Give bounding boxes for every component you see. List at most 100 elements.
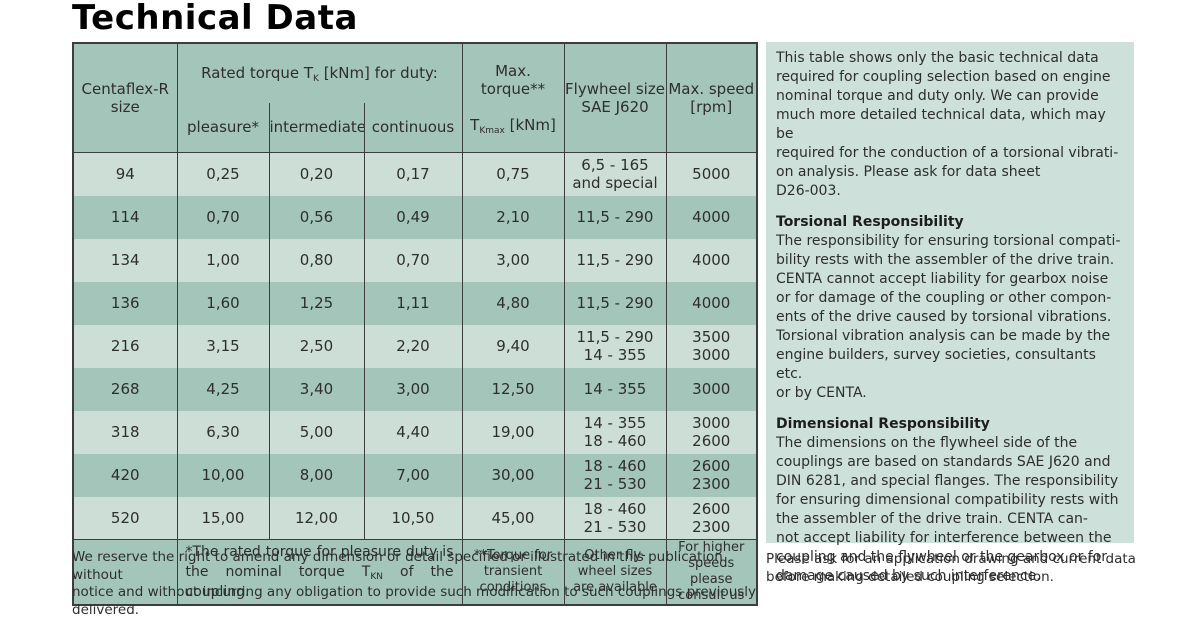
cell-size: 134 — [72, 238, 177, 282]
cell-intermediate: 0,56 — [268, 195, 364, 239]
cell-max-torque: 12,50 — [461, 367, 564, 411]
application-drawing-note: Please ask for an application drawing an… — [766, 551, 1136, 585]
cell-continuous: 0,17 — [363, 152, 462, 196]
table-row: 114 0,70 0,56 0,49 2,10 11,5 - 290 4000 — [72, 195, 757, 239]
footnote-higher-speeds: For higher speeds please consult us — [665, 539, 757, 605]
cell-speed: 4000 — [665, 281, 757, 325]
table-row: 520 15,00 12,00 10,50 45,00 18 - 460 21 … — [72, 496, 757, 540]
cell-intermediate: 1,25 — [268, 281, 364, 325]
header-continuous: continuous — [363, 102, 462, 153]
cell-pleasure: 3,15 — [176, 324, 269, 368]
cell-intermediate: 0,20 — [268, 152, 364, 196]
cell-pleasure: 1,00 — [176, 238, 269, 282]
cell-size: 136 — [72, 281, 177, 325]
cell-size: 520 — [72, 496, 177, 540]
table-footnotes: *The rated torque for pleasure duty is t… — [72, 539, 757, 605]
cell-size: 114 — [72, 195, 177, 239]
max-torque-line2: TKmax [kNm] — [463, 116, 564, 136]
cell-flywheel: 18 - 460 21 - 530 — [563, 453, 666, 497]
cell-continuous: 10,50 — [363, 496, 462, 540]
page-title: Technical Data — [72, 0, 358, 38]
rated-torque-unit: [kNm] for duty: — [318, 64, 438, 83]
header-max-torque: Max. torque** TKmax [kNm] — [461, 43, 564, 153]
cell-flywheel: 14 - 355 18 - 460 — [563, 410, 666, 454]
cell-flywheel: 14 - 355 — [563, 367, 666, 411]
cell-speed: 4000 — [665, 238, 757, 282]
cell-max-torque: 0,75 — [461, 152, 564, 196]
reservation-note: We reserve the right to amend any dimens… — [72, 549, 757, 618]
header-size: Centaflex-R size — [72, 43, 177, 153]
cell-intermediate: 0,80 — [268, 238, 364, 282]
cell-speed: 3500 3000 — [665, 324, 757, 368]
table-row: 216 3,15 2,50 2,20 9,40 11,5 - 290 14 - … — [72, 324, 757, 368]
cell-intermediate: 8,00 — [268, 453, 364, 497]
cell-pleasure: 0,25 — [176, 152, 269, 196]
torsional-responsibility-paragraph: The responsibility for ensuring torsiona… — [776, 233, 1121, 401]
cell-size: 420 — [72, 453, 177, 497]
footnote-subscript: KN — [370, 572, 383, 582]
cell-size: 268 — [72, 367, 177, 411]
cell-speed: 2600 2300 — [665, 453, 757, 497]
cell-flywheel: 11,5 - 290 — [563, 281, 666, 325]
table-row: 268 4,25 3,40 3,00 12,50 14 - 355 3000 — [72, 367, 757, 411]
header-speed: Max. speed [rpm] — [665, 43, 757, 153]
info-panel: This table shows only the basic technica… — [766, 42, 1134, 584]
cell-pleasure: 1,60 — [176, 281, 269, 325]
footnote-flywheel-sizes: Other fly- wheel sizes are available — [563, 539, 666, 605]
header-intermediate: intermediate — [268, 102, 364, 153]
torsional-responsibility-heading: Torsional Responsibility — [776, 214, 964, 230]
footnote-text: *The rated torque for pleasure duty is t… — [185, 544, 454, 580]
cell-max-torque: 19,00 — [461, 410, 564, 454]
cell-max-torque: 2,10 — [461, 195, 564, 239]
cell-pleasure: 6,30 — [176, 410, 269, 454]
technical-data-table: Centaflex-R size Rated torque TK [kNm] f… — [72, 42, 758, 606]
cell-intermediate: 12,00 — [268, 496, 364, 540]
dimensional-responsibility-paragraph: The dimensions on the flywheel side of t… — [776, 435, 1119, 584]
cell-size: 216 — [72, 324, 177, 368]
max-torque-line1: Max. torque** — [480, 62, 546, 98]
table-header: Centaflex-R size Rated torque TK [kNm] f… — [72, 43, 757, 153]
cell-intermediate: 3,40 — [268, 367, 364, 411]
cell-pleasure: 4,25 — [176, 367, 269, 411]
cell-continuous: 4,40 — [363, 410, 462, 454]
cell-max-torque: 9,40 — [461, 324, 564, 368]
cell-pleasure: 10,00 — [176, 453, 269, 497]
cell-intermediate: 5,00 — [268, 410, 364, 454]
cell-continuous: 0,49 — [363, 195, 462, 239]
cell-speed: 2600 2300 — [665, 496, 757, 540]
cell-flywheel: 11,5 - 290 14 - 355 — [563, 324, 666, 368]
cell-flywheel: 6,5 - 165 and special — [563, 152, 666, 196]
max-torque-subscript: Kmax — [479, 126, 505, 136]
header-flywheel: Flywheel size SAE J620 — [563, 43, 666, 153]
table-row: 136 1,60 1,25 1,11 4,80 11,5 - 290 4000 — [72, 281, 757, 325]
rated-torque-text: Rated torque T — [201, 64, 314, 83]
cell-speed: 3000 — [665, 367, 757, 411]
cell-pleasure: 15,00 — [176, 496, 269, 540]
footnote-rated-torque: *The rated torque for pleasure duty is t… — [176, 539, 462, 605]
max-torque-unit: [kNm] — [504, 116, 556, 134]
cell-continuous: 7,00 — [363, 453, 462, 497]
cell-flywheel: 11,5 - 290 — [563, 195, 666, 239]
dimensional-responsibility-heading: Dimensional Responsibility — [776, 416, 990, 432]
cell-max-torque: 4,80 — [461, 281, 564, 325]
cell-intermediate: 2,50 — [268, 324, 364, 368]
cell-size: 94 — [72, 152, 177, 196]
cell-flywheel: 11,5 - 290 — [563, 238, 666, 282]
cell-continuous: 2,20 — [363, 324, 462, 368]
table-row: 94 0,25 0,20 0,17 0,75 6,5 - 165 and spe… — [72, 152, 757, 196]
cell-continuous: 3,00 — [363, 367, 462, 411]
header-pleasure: pleasure* — [176, 102, 269, 153]
cell-speed: 3000 2600 — [665, 410, 757, 454]
table-row: 134 1,00 0,80 0,70 3,00 11,5 - 290 4000 — [72, 238, 757, 282]
cell-speed: 4000 — [665, 195, 757, 239]
footnote-text-end: of the coupling. — [185, 564, 454, 600]
cell-max-torque: 3,00 — [461, 238, 564, 282]
rated-torque-subscript: K — [313, 74, 319, 85]
cell-speed: 5000 — [665, 152, 757, 196]
cell-continuous: 1,11 — [363, 281, 462, 325]
cell-max-torque: 30,00 — [461, 453, 564, 497]
table-row: 318 6,30 5,00 4,40 19,00 14 - 355 18 - 4… — [72, 410, 757, 454]
cell-flywheel: 18 - 460 21 - 530 — [563, 496, 666, 540]
cell-max-torque: 45,00 — [461, 496, 564, 540]
max-torque-symbol: T — [470, 116, 480, 134]
